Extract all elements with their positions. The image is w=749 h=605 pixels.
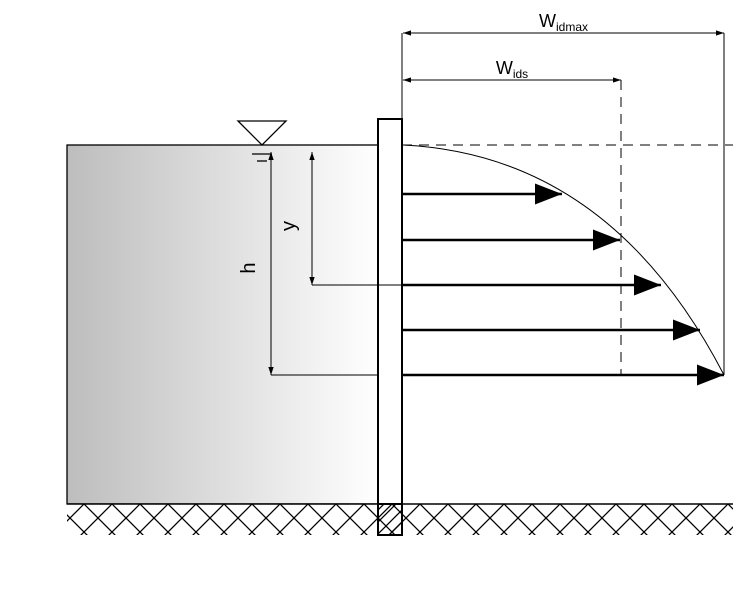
wall-embedment-hatch [378,504,402,535]
engineering-diagram: Widmax Wids h y [0,0,749,605]
label-wids: Wids [496,58,528,81]
label-y: y [278,221,300,231]
fluid-body [67,145,378,504]
retaining-wall [378,119,402,504]
label-widmax: Widmax [539,11,588,34]
label-h: h [238,262,260,273]
pressure-arrows [403,194,724,375]
pressure-curve [403,145,724,375]
